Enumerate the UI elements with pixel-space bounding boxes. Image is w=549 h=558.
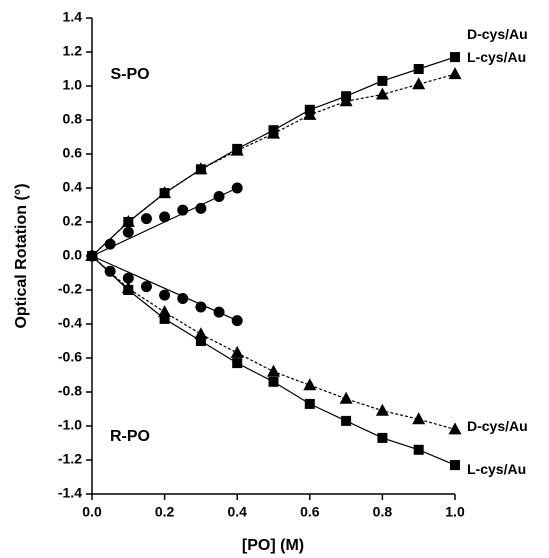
series-label: D-cys/Au xyxy=(467,26,528,42)
marker-triangle xyxy=(339,391,353,404)
marker-square xyxy=(304,398,315,409)
marker-circle xyxy=(213,191,225,202)
marker-circle xyxy=(104,238,116,250)
y-tick-label: 0.4 xyxy=(63,179,83,195)
y-tick-label: 0.8 xyxy=(63,111,83,127)
marker-circle xyxy=(177,293,189,304)
y-tick-label: 1.0 xyxy=(63,77,83,93)
y-tick-label: -1.4 xyxy=(58,485,82,501)
marker-triangle xyxy=(375,403,389,416)
marker-circle xyxy=(140,281,152,293)
series-label: L-cys/Au xyxy=(467,461,526,477)
marker-triangle xyxy=(267,126,280,139)
y-tick-label: -0.6 xyxy=(58,349,82,365)
marker-circle xyxy=(213,306,225,318)
marker-triangle xyxy=(412,77,426,90)
annotation: R-PO xyxy=(110,428,150,445)
marker-circle xyxy=(122,226,134,238)
marker-triangle xyxy=(303,378,317,391)
series-label: D-cys/Au xyxy=(467,418,528,434)
annotation: S-PO xyxy=(110,66,149,83)
marker-square xyxy=(232,358,243,369)
y-tick-label: -0.4 xyxy=(58,315,82,331)
marker-square xyxy=(450,52,460,63)
marker-circle xyxy=(140,213,152,225)
y-tick-label: -1.0 xyxy=(58,417,82,433)
y-tick-label: 0.0 xyxy=(63,247,83,263)
marker-circle xyxy=(122,272,134,284)
marker-circle xyxy=(177,204,189,216)
x-tick-label: 0.0 xyxy=(82,504,102,520)
x-tick-label: 0.4 xyxy=(227,504,247,520)
y-axis-title: Optical Rotation (°) xyxy=(13,183,30,328)
marker-square xyxy=(195,336,206,346)
x-tick-label: 1.0 xyxy=(445,504,465,520)
marker-triangle xyxy=(267,364,280,377)
marker-square xyxy=(159,313,170,324)
marker-triangle xyxy=(448,67,462,80)
fit-line xyxy=(91,73,456,257)
marker-triangle xyxy=(303,107,317,120)
marker-triangle xyxy=(230,143,244,156)
marker-triangle xyxy=(375,87,389,100)
marker-circle xyxy=(195,301,207,313)
marker-circle xyxy=(159,211,171,223)
marker-square xyxy=(268,376,279,387)
marker-triangle xyxy=(230,345,244,358)
y-tick-label: 0.2 xyxy=(63,213,83,229)
y-tick-label: 1.2 xyxy=(63,43,83,59)
y-tick-label: -0.2 xyxy=(58,281,82,297)
marker-square xyxy=(341,415,352,426)
marker-triangle xyxy=(194,327,208,340)
y-tick-label: -1.2 xyxy=(58,451,82,467)
marker-triangle xyxy=(158,305,172,318)
marker-circle xyxy=(231,315,243,327)
marker-square xyxy=(413,64,424,74)
marker-circle xyxy=(231,182,243,194)
y-tick-label: 1.4 xyxy=(63,9,83,25)
marker-triangle xyxy=(121,281,135,294)
marker-square xyxy=(413,444,424,455)
fit-line xyxy=(91,56,456,257)
marker-circle xyxy=(86,250,98,262)
marker-circle xyxy=(195,202,207,214)
marker-triangle xyxy=(194,162,208,175)
marker-circle xyxy=(104,265,116,277)
marker-triangle xyxy=(121,215,135,227)
marker-triangle xyxy=(339,94,353,107)
x-tick-label: 0.6 xyxy=(300,504,320,520)
x-tick-label: 0.8 xyxy=(373,504,393,520)
marker-square xyxy=(450,460,460,471)
x-axis-title: [PO] (M) xyxy=(242,537,304,554)
marker-circle xyxy=(159,289,171,301)
marker-triangle xyxy=(158,186,172,199)
marker-square xyxy=(377,75,388,86)
marker-triangle xyxy=(412,412,426,425)
x-tick-label: 0.2 xyxy=(155,504,175,520)
y-tick-label: -0.8 xyxy=(58,383,82,399)
marker-triangle xyxy=(448,422,462,435)
fit-line xyxy=(91,255,238,322)
marker-square xyxy=(377,432,388,443)
series-label: L-cys/Au xyxy=(467,49,526,65)
y-tick-label: 0.6 xyxy=(63,145,83,161)
